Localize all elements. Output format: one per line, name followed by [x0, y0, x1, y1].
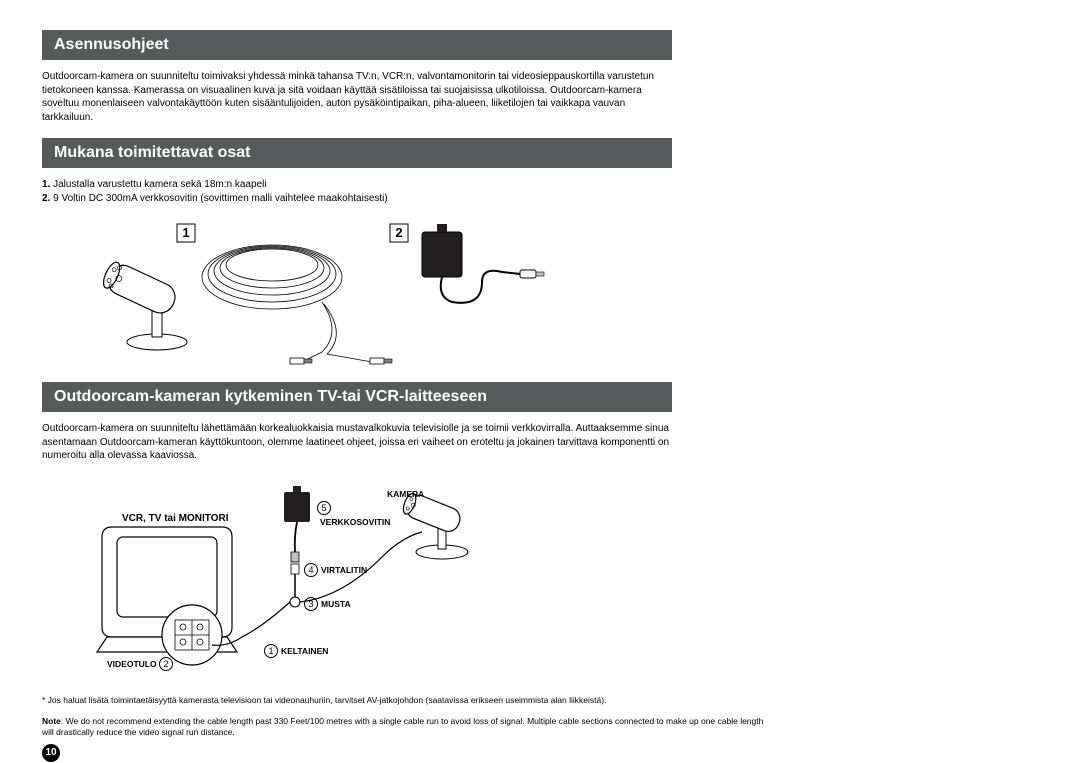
- label-monitor: VCR, TV tai MONITORI: [122, 513, 229, 524]
- section-heading-installation: Asennusohjeet: [42, 30, 672, 60]
- page-number: 10: [42, 744, 60, 762]
- label-num-5: 5: [317, 501, 334, 515]
- connection-diagram: VCR, TV tai MONITORI KAMERA 5 VERKKOSOVI…: [42, 477, 672, 687]
- parts-item-1: 1. Jalustalla varustettu kamera sekä 18m…: [42, 178, 672, 192]
- label-videotulo: VIDEOTULO 2: [107, 657, 176, 671]
- label-keltainen: 1KELTAINEN: [264, 644, 328, 658]
- label-musta: 3MUSTA: [304, 597, 351, 611]
- connect-body: Outdoorcam-kamera on suunniteltu lähettä…: [42, 422, 672, 463]
- section-heading-parts: Mukana toimitettavat osat: [42, 138, 672, 168]
- parts-item-2: 2. 9 Voltin DC 300mA verkkosovitin (sovi…: [42, 192, 672, 206]
- label-verkkosovitin: VERKKOSOVITIN: [320, 517, 390, 527]
- label-kamera: KAMERA: [387, 489, 424, 499]
- label-virtalitin: 4VIRTALITIN: [304, 563, 367, 577]
- section-heading-connect: Outdoorcam-kameran kytkeminen TV-tai VCR…: [42, 382, 672, 412]
- installation-body: Outdoorcam-kamera on suunniteltu toimiva…: [42, 70, 672, 124]
- note-cable-length: Note: We do not recommend extending the …: [42, 716, 772, 738]
- parts-list: 1. Jalustalla varustettu kamera sekä 18m…: [42, 178, 672, 206]
- parts-illustration: 1 2: [42, 212, 672, 372]
- footnote-av-extension: * Jos haluat lisätä toimintaetäisyyttä k…: [42, 695, 672, 706]
